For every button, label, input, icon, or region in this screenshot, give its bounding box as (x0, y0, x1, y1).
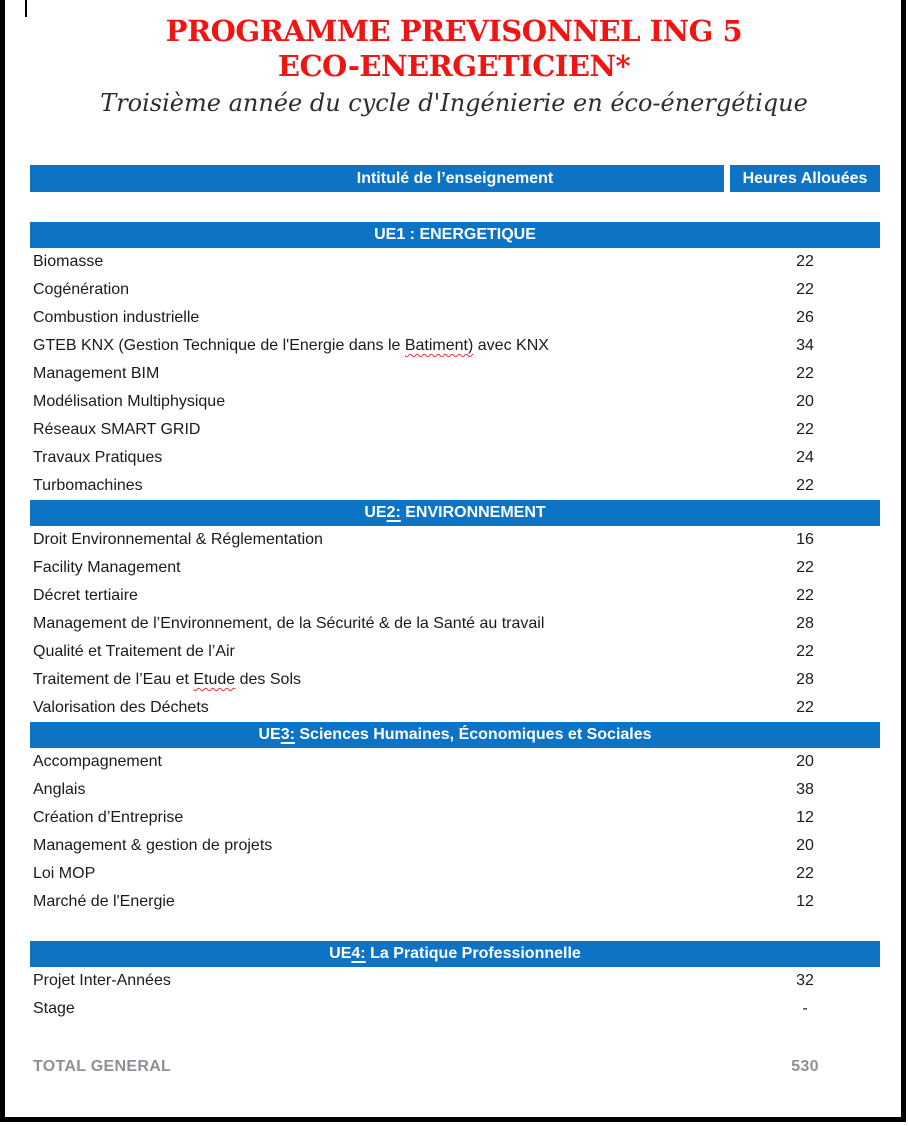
course-hours: 22 (796, 643, 814, 660)
course-hours: 12 (796, 809, 814, 826)
course-hours: 22 (796, 281, 814, 298)
course-label: Facility Management (33, 559, 181, 576)
course-label: Turbomachines (33, 477, 143, 494)
course-label: Combustion industrielle (33, 309, 200, 326)
course-row: Création d’Entreprise 12 (30, 804, 880, 832)
course-label: Qualité et Traitement de l’Air (33, 643, 235, 660)
course-label: Stage (33, 1000, 75, 1017)
course-hours: 24 (796, 449, 814, 466)
course-label: Accompagnement (33, 753, 162, 770)
course-hours: 22 (796, 699, 814, 716)
course-hours: 28 (796, 671, 814, 688)
course-row: Traitement de l’Eau et Etude des Sols 28 (30, 666, 880, 694)
course-row: Droit Environnemental & Réglementation 16 (30, 526, 880, 554)
title-line-2: ECO-ENERGETICIEN* (277, 49, 631, 83)
course-row: Modélisation Multiphysique 20 (30, 388, 880, 416)
course-label: Cogénération (33, 281, 130, 298)
course-label: Création d’Entreprise (33, 809, 184, 826)
course-row: Cogénération 22 (30, 276, 880, 304)
course-label: Décret tertiaire (33, 587, 138, 604)
column-header-hours: Heures Allouées (742, 170, 868, 187)
course-hours: 32 (796, 972, 814, 989)
course-row: Projet Inter-Années 32 (30, 967, 880, 995)
course-label: Droit Environnemental & Réglementation (33, 531, 323, 548)
column-divider (724, 165, 730, 192)
course-hours: 38 (796, 781, 814, 798)
course-hours: 20 (796, 837, 814, 854)
section-header-bar: UE1 : ENERGETIQUE (30, 222, 880, 248)
course-row: Facility Management 22 (30, 554, 880, 582)
course-hours: 16 (796, 531, 814, 548)
course-hours: 20 (796, 753, 814, 770)
course-label: Management & gestion de projets (33, 837, 273, 854)
course-label: Valorisation des Déchets (33, 699, 209, 716)
course-row: Management & gestion de projets 20 (30, 832, 880, 860)
course-hours: 28 (796, 615, 814, 632)
course-label: Management de l’Environnement, de la Séc… (33, 615, 545, 632)
course-label: Modélisation Multiphysique (33, 393, 226, 410)
course-hours: 22 (796, 365, 814, 382)
course-row: Management BIM 22 (30, 360, 880, 388)
subtitle: Troisième année du cycle d'Ingénierie en… (100, 89, 808, 117)
course-row: Anglais 38 (30, 776, 880, 804)
course-row: Qualité et Traitement de l’Air 22 (30, 638, 880, 666)
course-label: Anglais (33, 781, 86, 798)
text-cursor-artifact (25, 0, 27, 17)
course-label: Projet Inter-Années (33, 972, 171, 989)
section-header-bar: UE3: Sciences Humaines, Économiques et S… (30, 722, 880, 748)
course-hours: 26 (796, 309, 814, 326)
course-row: Turbomachines 22 (30, 472, 880, 500)
course-hours: 22 (796, 559, 814, 576)
section-header-bar: UE4: La Pratique Professionnelle (30, 941, 880, 967)
course-label: Réseaux SMART GRID (33, 421, 201, 438)
course-hours: 12 (796, 893, 814, 910)
course-label: GTEB KNX (Gestion Technique de l'Energie… (33, 337, 549, 354)
total-value: 530 (791, 1058, 819, 1075)
course-label: Marché de l'Energie (33, 893, 175, 910)
title-line-1: PROGRAMME PREVISONNEL ING 5 (165, 14, 743, 48)
course-hours: - (802, 1000, 808, 1017)
section-header-bar: UE2: ENVIRONNEMENT (30, 500, 880, 526)
course-label: Travaux Pratiques (33, 449, 163, 466)
total-row: TOTAL GENERAL 530 (30, 1053, 880, 1081)
total-label: TOTAL GENERAL (33, 1058, 172, 1075)
course-hours: 22 (796, 421, 814, 438)
course-label: Traitement de l’Eau et Etude des Sols (33, 671, 301, 688)
course-row: Stage - (30, 995, 880, 1023)
course-hours: 22 (796, 865, 814, 882)
course-row: Management de l’Environnement, de la Séc… (30, 610, 880, 638)
course-hours: 20 (796, 393, 814, 410)
course-hours: 34 (796, 337, 814, 354)
course-row: GTEB KNX (Gestion Technique de l'Energie… (30, 332, 880, 360)
sections-container: UE1 : ENERGETIQUE Biomasse 22 Cogénération 2… (30, 222, 880, 1023)
course-row: Accompagnement 20 (30, 748, 880, 776)
course-label: Biomasse (33, 253, 104, 270)
course-row: Décret tertiaire 22 (30, 582, 880, 610)
course-hours: 22 (796, 587, 814, 604)
course-hours: 22 (796, 253, 814, 270)
course-row: Valorisation des Déchets 22 (30, 694, 880, 722)
course-row: Biomasse 22 (30, 248, 880, 276)
program-table: Intitulé de l’enseignement Heures Alloué… (30, 165, 880, 1081)
course-row: Combustion industrielle 26 (30, 304, 880, 332)
course-label: Loi MOP (33, 865, 96, 882)
column-header-course: Intitulé de l’enseignement (356, 170, 554, 187)
course-row: Marché de l'Energie 12 (30, 888, 880, 916)
course-row: Réseaux SMART GRID 22 (30, 416, 880, 444)
course-label: Management BIM (33, 365, 160, 382)
course-row: Travaux Pratiques 24 (30, 444, 880, 472)
document-header: PROGRAMME PREVISONNEL ING 5 ECO-ENERGETI… (0, 0, 908, 117)
table-header-row: Intitulé de l’enseignement Heures Alloué… (30, 165, 880, 192)
course-row: Loi MOP 22 (30, 860, 880, 888)
course-hours: 22 (796, 477, 814, 494)
